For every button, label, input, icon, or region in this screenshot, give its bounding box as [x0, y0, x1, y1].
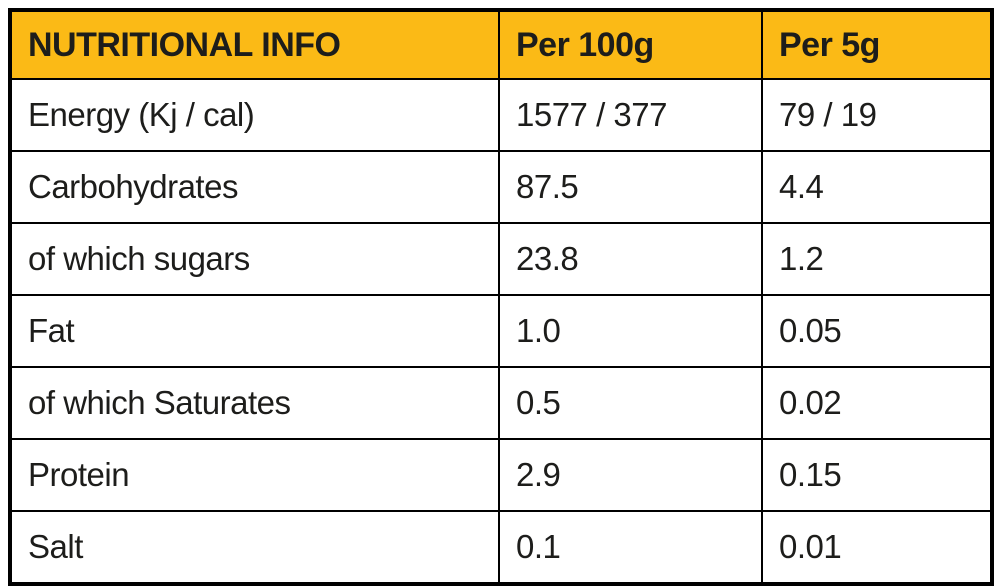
row-per100g: 87.5	[498, 150, 763, 224]
row-per100g: 1.0	[498, 294, 763, 368]
row-per100g: 23.8	[498, 222, 763, 296]
row-per100g: 2.9	[498, 438, 763, 512]
row-label: Energy (Kj / cal)	[9, 78, 500, 152]
table-row-carbohydrates: Carbohydrates 87.5 4.4	[9, 150, 993, 224]
header-row: NUTRITIONAL INFO Per 100g Per 5g	[9, 9, 993, 80]
table-row-protein: Protein 2.9 0.15	[9, 438, 993, 512]
table-row-energy: Energy (Kj / cal) 1577 / 377 79 / 19	[9, 78, 993, 152]
row-label: Carbohydrates	[9, 150, 500, 224]
row-per5g: 0.15	[761, 438, 993, 512]
row-label: Protein	[9, 438, 500, 512]
row-per5g: 79 / 19	[761, 78, 993, 152]
table-row-fat: Fat 1.0 0.05	[9, 294, 993, 368]
row-per5g: 4.4	[761, 150, 993, 224]
header-cell-per100g: Per 100g	[498, 9, 763, 80]
table-row-sugars: of which sugars 23.8 1.2	[9, 222, 993, 296]
row-per5g: 0.05	[761, 294, 993, 368]
row-per5g: 0.01	[761, 510, 993, 585]
row-per100g: 0.1	[498, 510, 763, 585]
row-label: of which sugars	[9, 222, 500, 296]
header-cell-title: NUTRITIONAL INFO	[9, 9, 500, 80]
row-label: of which Saturates	[9, 366, 500, 440]
row-per100g: 1577 / 377	[498, 78, 763, 152]
row-label: Fat	[9, 294, 500, 368]
table-row-salt: Salt 0.1 0.01	[9, 510, 993, 585]
table-row-saturates: of which Saturates 0.5 0.02	[9, 366, 993, 440]
row-per5g: 0.02	[761, 366, 993, 440]
nutrition-table: NUTRITIONAL INFO Per 100g Per 5g Energy …	[8, 8, 994, 586]
row-per5g: 1.2	[761, 222, 993, 296]
row-per100g: 0.5	[498, 366, 763, 440]
row-label: Salt	[9, 510, 500, 585]
header-cell-per5g: Per 5g	[761, 9, 993, 80]
